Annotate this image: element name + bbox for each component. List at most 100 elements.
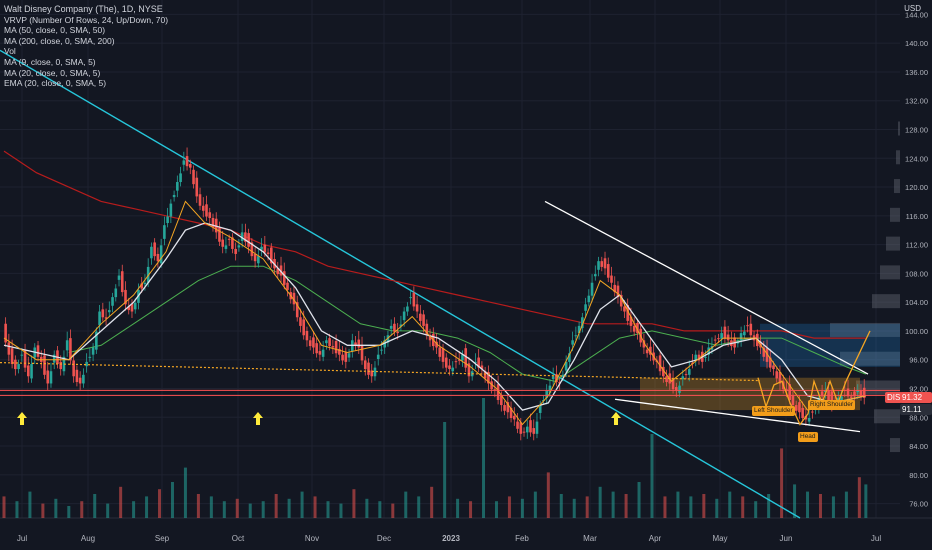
candle-body — [117, 275, 121, 280]
volume-bar — [663, 496, 667, 518]
volume-bar — [417, 496, 421, 518]
volume-profile-bar — [894, 179, 900, 194]
volume-bar — [404, 491, 408, 518]
candle-body — [201, 205, 205, 211]
candle-body — [263, 244, 267, 253]
candle-body — [17, 364, 20, 370]
candle-body — [746, 325, 749, 327]
candle-body — [503, 405, 506, 411]
candle-body — [775, 371, 779, 379]
candle-body — [561, 374, 565, 377]
volume-bar — [494, 501, 498, 518]
legend-ma50: MA (50, close, 0, SMA, 50) — [4, 25, 106, 36]
volume-bar — [2, 496, 6, 518]
volume-bar — [300, 491, 304, 518]
volume-profile-bar — [886, 236, 900, 251]
candle-body — [717, 338, 720, 340]
candle-body — [312, 337, 315, 348]
candle-body — [509, 407, 513, 418]
candle-body — [10, 348, 14, 365]
value-area-box — [760, 323, 900, 367]
candle-body — [88, 356, 92, 358]
candle-body — [849, 396, 853, 398]
candle-body — [308, 340, 312, 347]
volume-profile-bar — [880, 265, 900, 280]
candle-body — [642, 340, 646, 348]
candle-body — [587, 295, 591, 303]
volume-bar — [741, 496, 745, 518]
candle-body — [276, 268, 280, 275]
volume-bar — [93, 494, 97, 518]
candle-body — [811, 411, 814, 413]
volume-profile-bar — [896, 150, 900, 165]
candle-body — [603, 258, 607, 269]
candle-body — [568, 353, 571, 362]
volume-bar — [864, 484, 868, 518]
y-tick-label: 116.00 — [906, 212, 928, 221]
candle-body — [59, 361, 62, 370]
candle-body — [535, 421, 539, 434]
y-tick-label: 84.00 — [909, 442, 928, 451]
candle-body — [98, 311, 101, 326]
candle-body — [681, 376, 685, 380]
candle-body — [182, 160, 186, 165]
volume-bar — [754, 501, 758, 518]
candle-body — [577, 325, 581, 334]
candle-body — [707, 347, 710, 355]
volume-bar — [196, 494, 200, 518]
candle-body — [52, 354, 56, 363]
up-arrow-icon — [611, 412, 621, 425]
volume-bar — [624, 494, 628, 518]
candle-body — [14, 359, 17, 370]
candle-body — [111, 297, 114, 306]
candle-body — [257, 256, 260, 264]
x-tick-label: Feb — [515, 534, 529, 543]
volume-bar — [806, 491, 810, 518]
candle-body — [632, 325, 636, 332]
candle-body — [451, 367, 455, 372]
candle-body — [529, 420, 532, 433]
candle-body — [108, 310, 111, 313]
candle-body — [247, 233, 250, 247]
x-tick-label: Sep — [155, 534, 170, 543]
candle-body — [376, 354, 380, 360]
candle-body — [95, 331, 98, 350]
candle-body — [370, 370, 374, 377]
volume-bar — [443, 422, 447, 518]
candle-body — [69, 338, 72, 361]
volume-bar — [365, 498, 369, 518]
candle-body — [687, 369, 691, 375]
candle-body — [704, 356, 707, 358]
candle-body — [454, 361, 458, 363]
candle-body — [584, 304, 587, 311]
candle-body — [72, 360, 75, 377]
candle-body — [402, 311, 406, 321]
legend-title: Walt Disney Company (The), 1D, NYSE — [4, 4, 163, 14]
x-tick-label: Jul — [17, 534, 27, 543]
x-tick-label: Oct — [232, 534, 245, 543]
candle-body — [697, 354, 701, 361]
candle-body — [694, 354, 698, 360]
legend-ma9: MA (9, close, 0, SMA, 5) — [4, 56, 96, 67]
candle-body — [723, 326, 727, 339]
candle-body — [581, 317, 584, 329]
candle-body — [91, 347, 95, 355]
right-shoulder-label: Right Shoulder — [808, 400, 855, 410]
candle-body — [645, 349, 649, 354]
volume-bar — [28, 491, 32, 518]
candle-body — [124, 289, 127, 305]
candle-body — [522, 431, 526, 433]
volume-bar — [430, 486, 434, 518]
wedge-lower-line — [614, 398, 861, 433]
candle-body — [619, 294, 623, 307]
candle-body — [675, 387, 678, 391]
candle-body — [221, 239, 224, 247]
y-tick-label: 136.00 — [905, 68, 928, 77]
candle-body — [393, 323, 396, 332]
candle-body — [62, 356, 66, 372]
x-tick-label: Jun — [780, 534, 793, 543]
candle-body — [853, 391, 856, 397]
volume-bar — [170, 482, 174, 518]
candle-body — [804, 415, 808, 420]
